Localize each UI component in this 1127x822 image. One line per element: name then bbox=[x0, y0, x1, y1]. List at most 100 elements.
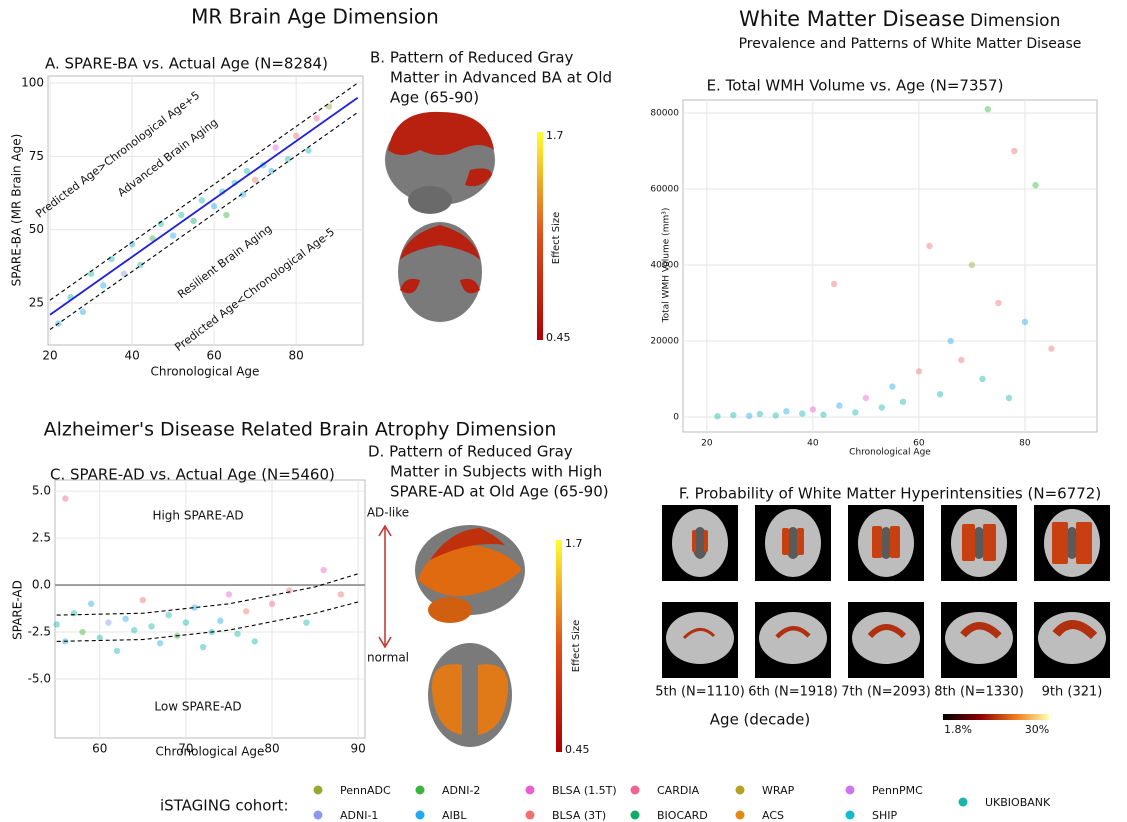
x-tick-label: 90 bbox=[350, 742, 365, 756]
annotation: Low SPARE-AD bbox=[154, 700, 241, 714]
point bbox=[305, 147, 311, 153]
wmh-maps: 5th (N=1110)6th (N=1918)7th (N=2093)8th … bbox=[655, 505, 1110, 700]
point bbox=[114, 648, 120, 654]
panel-title: F. Probability of White Matter Hyperinte… bbox=[679, 485, 1101, 503]
y-tick-label: 75 bbox=[29, 149, 44, 163]
point bbox=[131, 627, 137, 633]
point bbox=[190, 218, 196, 224]
point bbox=[252, 638, 258, 644]
arrow-label: normal bbox=[367, 651, 409, 665]
panel-title: D. Pattern of Reduced Gray bbox=[368, 443, 573, 461]
legend-marker bbox=[736, 786, 745, 795]
point bbox=[1048, 345, 1054, 351]
brain-lateral bbox=[385, 112, 495, 322]
point bbox=[820, 412, 826, 418]
x-tick-label: 80 bbox=[289, 349, 304, 363]
figure: MR Brain Age Dimension White Matter Dise… bbox=[0, 0, 1127, 822]
colorbar bbox=[537, 132, 543, 340]
point bbox=[863, 395, 869, 401]
point bbox=[730, 412, 736, 418]
point bbox=[157, 640, 163, 646]
brain bbox=[852, 612, 920, 664]
colorbar-label: 1.7 bbox=[546, 129, 564, 142]
point bbox=[1022, 319, 1028, 325]
legend-marker bbox=[846, 786, 855, 795]
decile-label: 6th (N=1918) bbox=[748, 685, 838, 700]
point bbox=[272, 144, 278, 150]
point bbox=[226, 591, 232, 597]
point bbox=[269, 601, 275, 607]
point bbox=[79, 629, 85, 635]
chart-title: E. Total WMH Volume vs. Age (N=7357) bbox=[707, 77, 1004, 95]
point bbox=[757, 411, 763, 417]
y-tick-label: 0 bbox=[673, 413, 679, 423]
point bbox=[234, 631, 240, 637]
legend-marker bbox=[314, 811, 323, 820]
legend-label: ACS bbox=[762, 809, 784, 822]
point bbox=[937, 391, 943, 397]
panel-title: Matter in Advanced BA at Old bbox=[390, 69, 612, 87]
colorbar bbox=[556, 540, 562, 752]
y-tick-label: -5.0 bbox=[28, 671, 51, 685]
wmh bbox=[872, 526, 882, 558]
x-tick-label: 20 bbox=[701, 439, 713, 449]
legend-label: BIOCARD bbox=[657, 809, 708, 822]
chart-title: A. SPARE-BA vs. Actual Age (N=8284) bbox=[45, 55, 328, 73]
panel-title: Age (65-90) bbox=[390, 89, 479, 107]
point bbox=[1032, 182, 1038, 188]
point bbox=[889, 383, 895, 389]
wmh bbox=[983, 524, 996, 561]
point bbox=[105, 619, 111, 625]
colorbar-label: 1.7 bbox=[565, 537, 583, 550]
legend-title: iSTAGING cohort: bbox=[160, 797, 289, 815]
point bbox=[1011, 148, 1017, 154]
legend-label: CARDIA bbox=[657, 784, 700, 797]
point bbox=[879, 404, 885, 410]
legend-label: SHIP bbox=[872, 809, 897, 822]
legend-marker bbox=[314, 786, 323, 795]
legend-marker bbox=[416, 786, 425, 795]
x-axis-label: Chronological Age bbox=[151, 365, 260, 379]
point bbox=[900, 399, 906, 405]
x-axis-label: Chronological Age bbox=[849, 448, 931, 458]
decile-label: 5th (N=1110) bbox=[655, 685, 745, 700]
y-tick-label: 50 bbox=[29, 222, 44, 236]
x-tick-label: 80 bbox=[264, 742, 279, 756]
point bbox=[108, 256, 114, 262]
legend-marker bbox=[959, 798, 968, 807]
point bbox=[183, 619, 189, 625]
point bbox=[799, 410, 805, 416]
x-tick-label: 60 bbox=[92, 742, 107, 756]
point bbox=[285, 156, 291, 162]
point bbox=[831, 281, 837, 287]
axis-label: Age (decade) bbox=[710, 711, 810, 729]
legend-label: WRAP bbox=[762, 784, 795, 797]
y-tick-label: -2.5 bbox=[28, 625, 51, 639]
legend-marker bbox=[631, 811, 640, 820]
x-tick-label: 60 bbox=[206, 349, 221, 363]
legend-label: BLSA (3T) bbox=[552, 809, 606, 822]
point bbox=[217, 618, 223, 624]
y-tick-label: 0.0 bbox=[32, 578, 51, 592]
legend-marker bbox=[736, 811, 745, 820]
point bbox=[714, 413, 720, 419]
point bbox=[836, 402, 842, 408]
y-axis-label: SPARE-AD bbox=[11, 580, 25, 640]
brain bbox=[1038, 612, 1106, 664]
point bbox=[852, 409, 858, 415]
point bbox=[783, 408, 789, 414]
y-tick-label: 25 bbox=[29, 296, 44, 310]
decile-label: 7th (N=2093) bbox=[841, 685, 931, 700]
point bbox=[62, 495, 68, 501]
legend-marker bbox=[846, 811, 855, 820]
point bbox=[54, 621, 60, 627]
heading: Dimension bbox=[970, 11, 1060, 31]
colorbar bbox=[943, 714, 1049, 720]
x-tick-label: 20 bbox=[42, 349, 57, 363]
wmh bbox=[1052, 522, 1068, 564]
point bbox=[80, 309, 86, 315]
legend-label: BLSA (1.5T) bbox=[552, 784, 617, 797]
arrow-label: AD-like bbox=[367, 506, 409, 520]
y-tick-label: 60000 bbox=[650, 185, 679, 195]
x-tick-label: 40 bbox=[807, 439, 819, 449]
